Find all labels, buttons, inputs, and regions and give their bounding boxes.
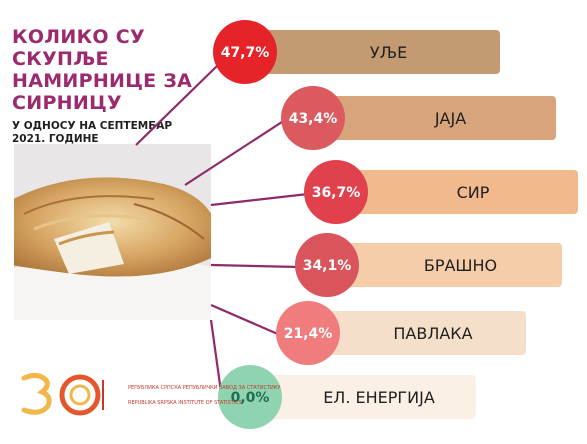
- connector-line-1: [184, 119, 286, 186]
- chart-row-1: ЈАЈА 43,4%: [281, 86, 556, 150]
- category-bar: [239, 30, 500, 74]
- value-circle: [281, 86, 345, 150]
- connector-line-3: [210, 263, 300, 269]
- category-bar: [321, 243, 562, 287]
- connector-line-2: [210, 192, 309, 207]
- category-bar: [302, 311, 526, 355]
- value-circle: [218, 365, 282, 429]
- category-bar: [307, 96, 556, 140]
- chart-row-0: УЉЕ 47,7%: [213, 20, 500, 84]
- logo-30-mark: [21, 372, 104, 416]
- value-label: 36,7%: [312, 185, 361, 201]
- chart-row-4: ПАВЛАКА 21,4%: [276, 301, 526, 365]
- institute-logo: РЕПУБЛИКА СРПСКА РЕПУБЛИЧКИ ЗАВОД ЗА СТА…: [18, 370, 280, 420]
- chart-row-3: БРАШНО 34,1%: [295, 233, 562, 297]
- connector-line-0: [135, 65, 218, 146]
- value-label: 47,7%: [221, 45, 270, 61]
- value-circle: [213, 20, 277, 84]
- category-label: ПАВЛАКА: [393, 324, 472, 343]
- value-label: 21,4%: [284, 326, 333, 342]
- value-label: 0,0%: [231, 390, 270, 406]
- logo-org-serbian: РЕПУБЛИКА СРПСКА РЕПУБЛИЧКИ ЗАВОД ЗА СТА…: [128, 385, 281, 391]
- value-label: 34,1%: [303, 258, 352, 274]
- chart-title: КОЛИКО СУ СКУПЉЕ НАМИРНИЦЕ ЗА СИРНИЦУ: [12, 26, 193, 114]
- value-circle: [295, 233, 359, 297]
- value-circle: [276, 301, 340, 365]
- logo-org-english: REPUBLIKA SRPSKA INSTITUTE OF STATISTICS: [128, 400, 242, 406]
- category-label: ЕЛ. ЕНЕРГИЈА: [323, 388, 435, 407]
- category-label: БРАШНО: [424, 256, 497, 275]
- chart-row-2: СИР 36,7%: [304, 160, 578, 224]
- category-label: СИР: [457, 183, 490, 202]
- category-bar: [244, 375, 476, 419]
- chart-rows: УЉЕ 47,7% ЈАЈА 43,4% СИР 36,7% БРАШНО 34,1% ПАВЛ…: [213, 20, 578, 429]
- value-circle: [304, 160, 368, 224]
- chart-row-5: ЕЛ. ЕНЕРГИЈА 0,0%: [218, 365, 476, 429]
- category-bar: [330, 170, 578, 214]
- category-label: ЈАЈА: [434, 109, 466, 128]
- connector-line-4: [210, 303, 281, 337]
- value-label: 43,4%: [289, 111, 338, 127]
- category-label: УЉЕ: [370, 43, 407, 62]
- sirnica-photo: [14, 144, 211, 320]
- chart-subtitle: У ОДНОСУ НА СЕПТЕМБАР 2021. ГОДИНЕ: [12, 120, 173, 145]
